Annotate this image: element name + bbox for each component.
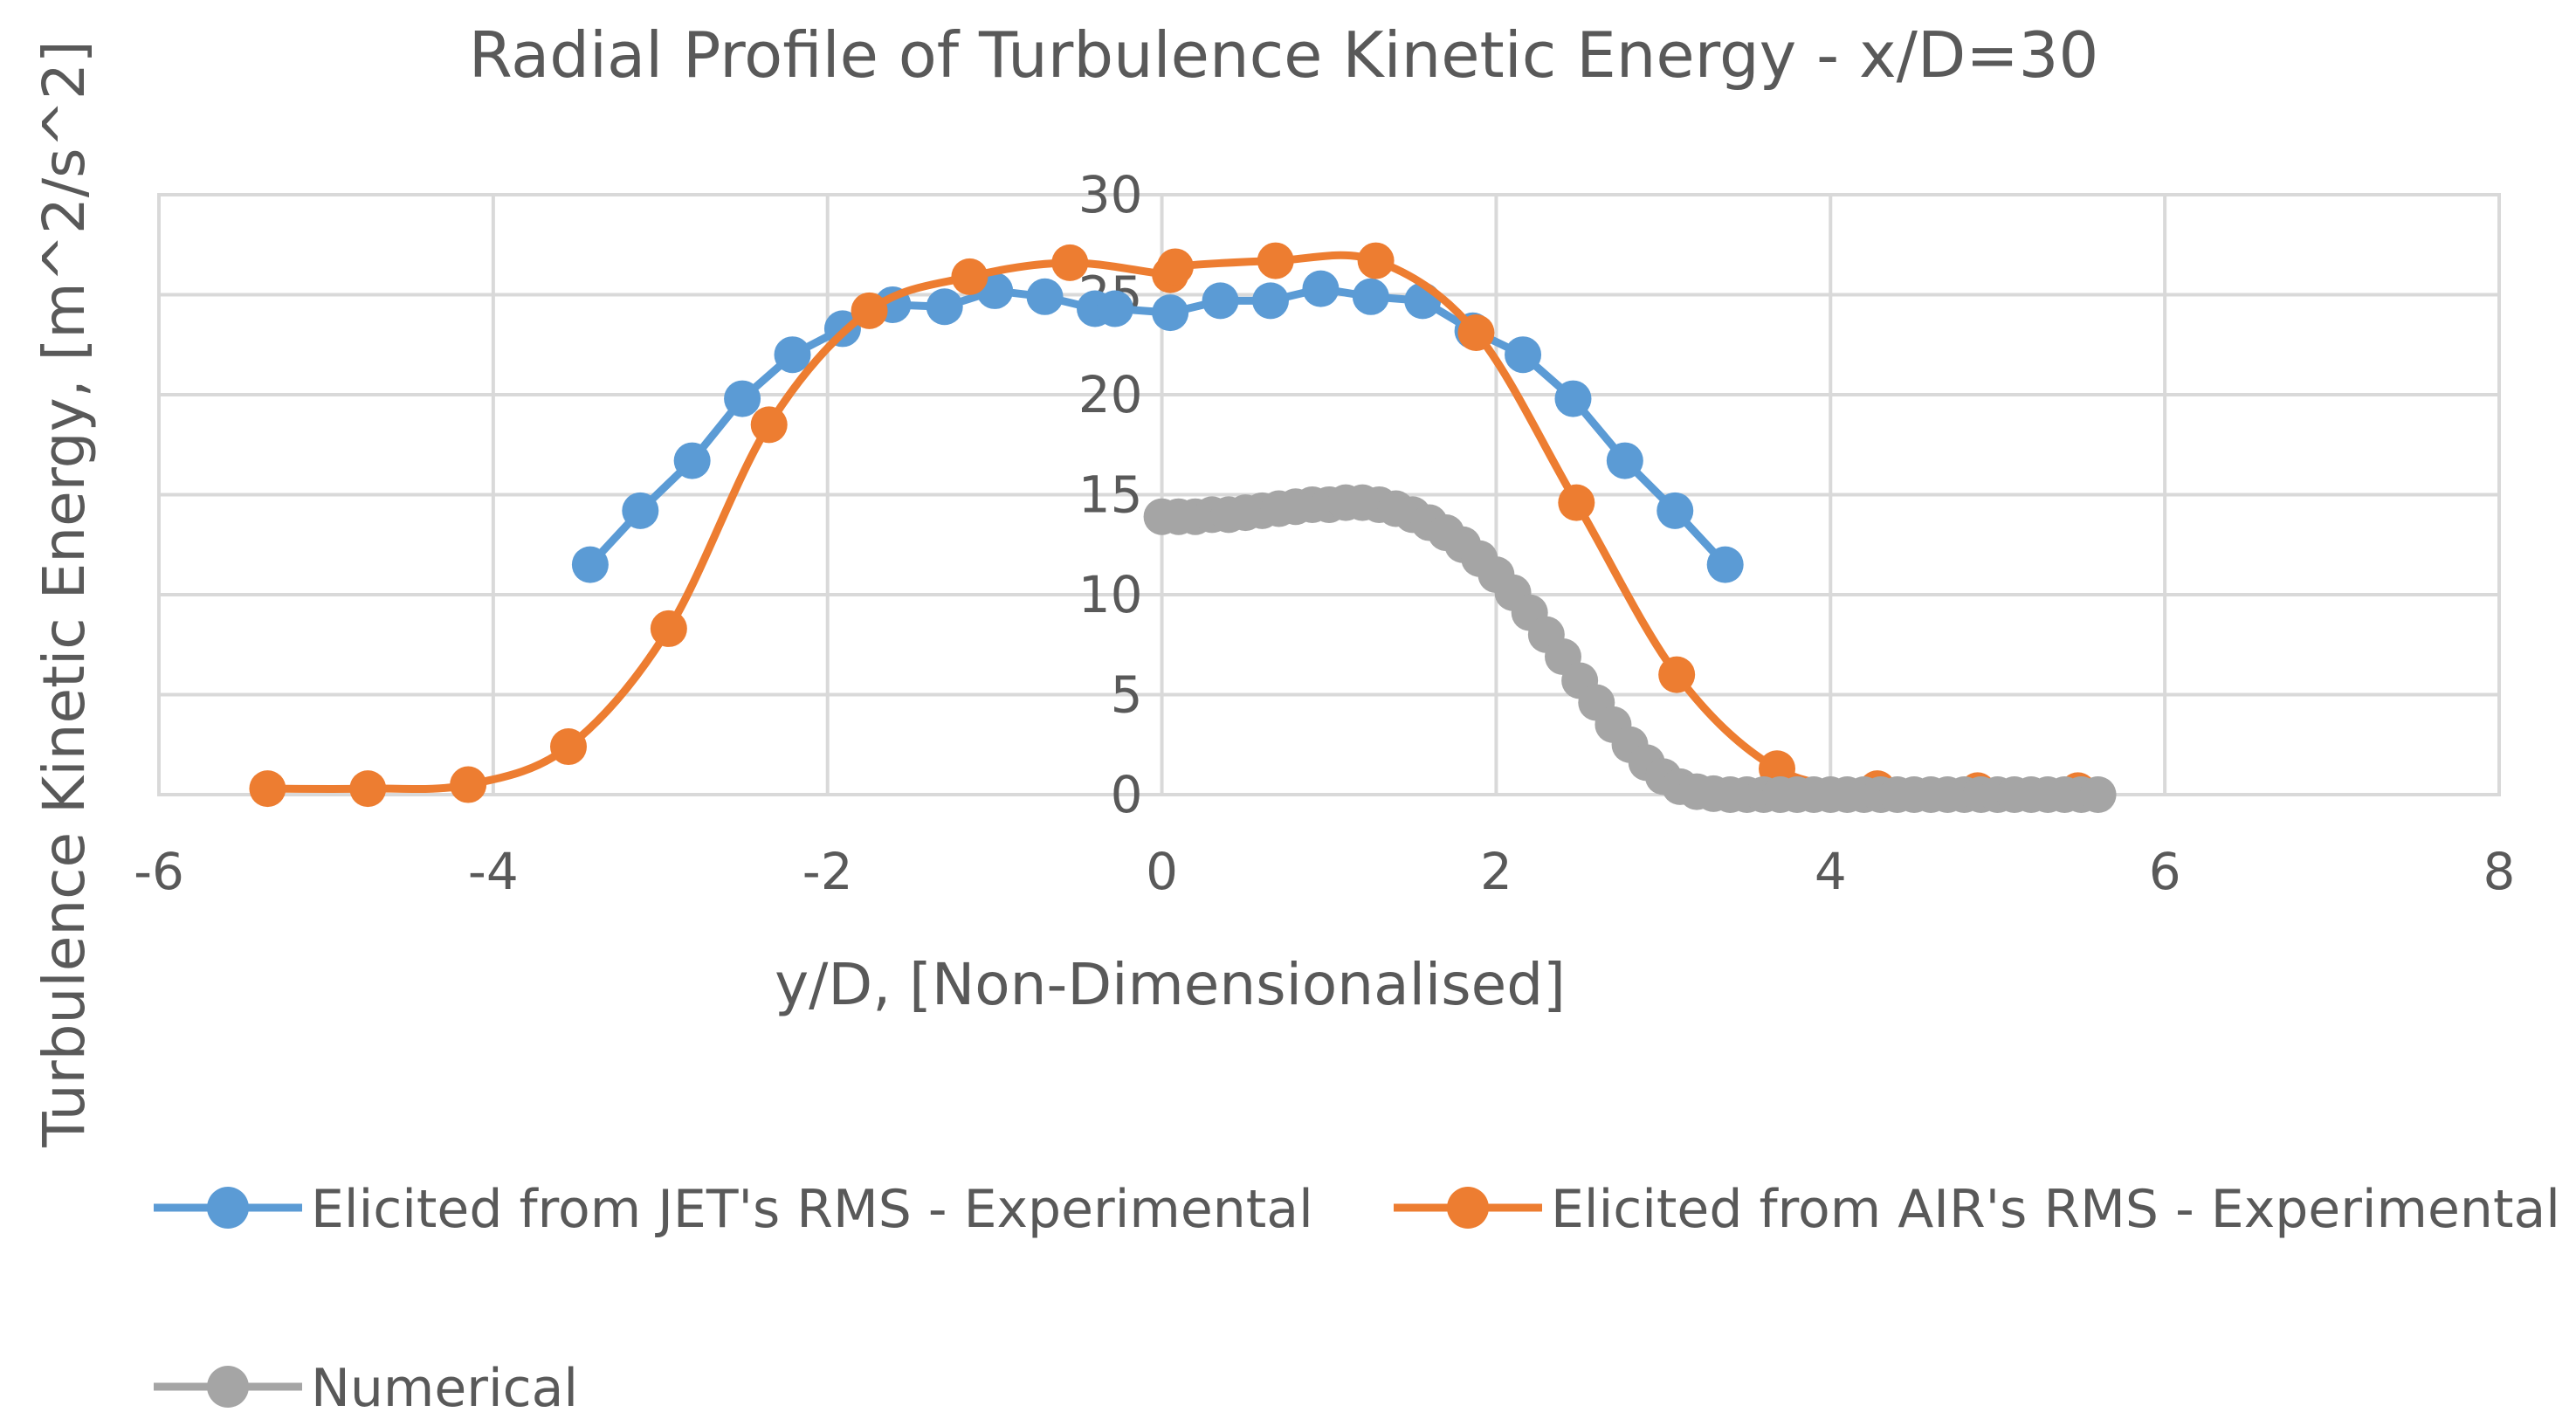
legend-label: Elicited from AIR's RMS - Experimental	[1551, 1179, 2560, 1240]
series-3	[1143, 484, 2117, 813]
data-point	[349, 770, 387, 808]
x-tick-label: 6	[2149, 842, 2181, 901]
x-tick-label: 8	[2483, 842, 2516, 901]
data-point	[1706, 546, 1744, 583]
data-point	[1606, 442, 1643, 479]
y-tick-label: 20	[1078, 365, 1143, 424]
y-tick-label: 10	[1078, 565, 1143, 624]
data-point	[1554, 380, 1592, 417]
y-tick-label: 15	[1078, 465, 1143, 525]
data-point	[571, 546, 609, 583]
data-point	[1156, 248, 1194, 286]
data-point	[249, 770, 286, 808]
data-point	[1505, 336, 1542, 374]
data-point	[951, 258, 988, 295]
data-point	[1357, 242, 1395, 279]
data-point	[1457, 314, 1495, 352]
series-1	[571, 270, 1744, 583]
y-axis-tick-labels: 051015202530	[1078, 165, 1143, 824]
data-point	[750, 406, 788, 444]
x-tick-label: 0	[1146, 842, 1178, 901]
legend-item: Elicited from AIR's RMS - Experimental	[1394, 1179, 2560, 1240]
legend-marker-swatch	[1447, 1187, 1489, 1229]
data-point	[1257, 242, 1294, 279]
data-point	[1656, 492, 1694, 529]
data-series	[249, 242, 2117, 813]
plot-area-border	[157, 193, 2501, 796]
chart-title: Radial Profile of Turbulence Kinetic Ene…	[469, 18, 2099, 92]
y-tick-label: 0	[1111, 765, 1143, 824]
data-point	[1051, 244, 1089, 281]
data-point	[926, 288, 963, 326]
data-point	[1026, 278, 1064, 315]
data-point	[450, 766, 487, 803]
data-point	[1558, 484, 1595, 521]
data-point	[1202, 282, 1239, 320]
data-point	[724, 380, 761, 417]
data-point	[774, 336, 811, 374]
y-tick-label: 30	[1078, 165, 1143, 224]
legend-item: Numerical	[154, 1358, 578, 1419]
x-tick-label: -2	[802, 842, 853, 901]
data-point	[1302, 270, 1340, 307]
x-tick-label: 4	[1815, 842, 1847, 901]
data-point	[1658, 656, 1696, 693]
legend-label: Numerical	[311, 1358, 578, 1419]
y-tick-label: 5	[1111, 665, 1143, 725]
data-point	[1152, 294, 1189, 332]
data-point	[1096, 290, 1133, 327]
data-point	[650, 610, 687, 647]
data-point	[1352, 278, 1389, 315]
legend-marker-swatch	[207, 1187, 249, 1229]
legend-marker-swatch	[207, 1366, 249, 1408]
x-tick-label: -4	[468, 842, 519, 901]
data-point	[622, 492, 659, 529]
data-point	[1252, 282, 1289, 320]
legend-item: Elicited from JET's RMS - Experimental	[154, 1179, 1313, 1240]
data-point	[550, 728, 587, 766]
y-axis-title: Turbulence Kinetic Energy, [m^2/s^2]	[31, 40, 98, 1147]
legend-label: Elicited from JET's RMS - Experimental	[311, 1179, 1313, 1240]
data-point	[673, 442, 711, 479]
data-point	[851, 292, 888, 329]
x-axis-tick-labels: -6 -4 -2 0 2 4 6 8	[134, 842, 2515, 901]
x-tick-label: -6	[134, 842, 184, 901]
x-axis-title: y/D, [Non-Dimensionalised]	[775, 951, 1566, 1018]
x-tick-label: 2	[1480, 842, 1512, 901]
data-point	[2079, 776, 2117, 813]
legend: Elicited from JET's RMS - Experimental El…	[154, 1179, 2560, 1419]
